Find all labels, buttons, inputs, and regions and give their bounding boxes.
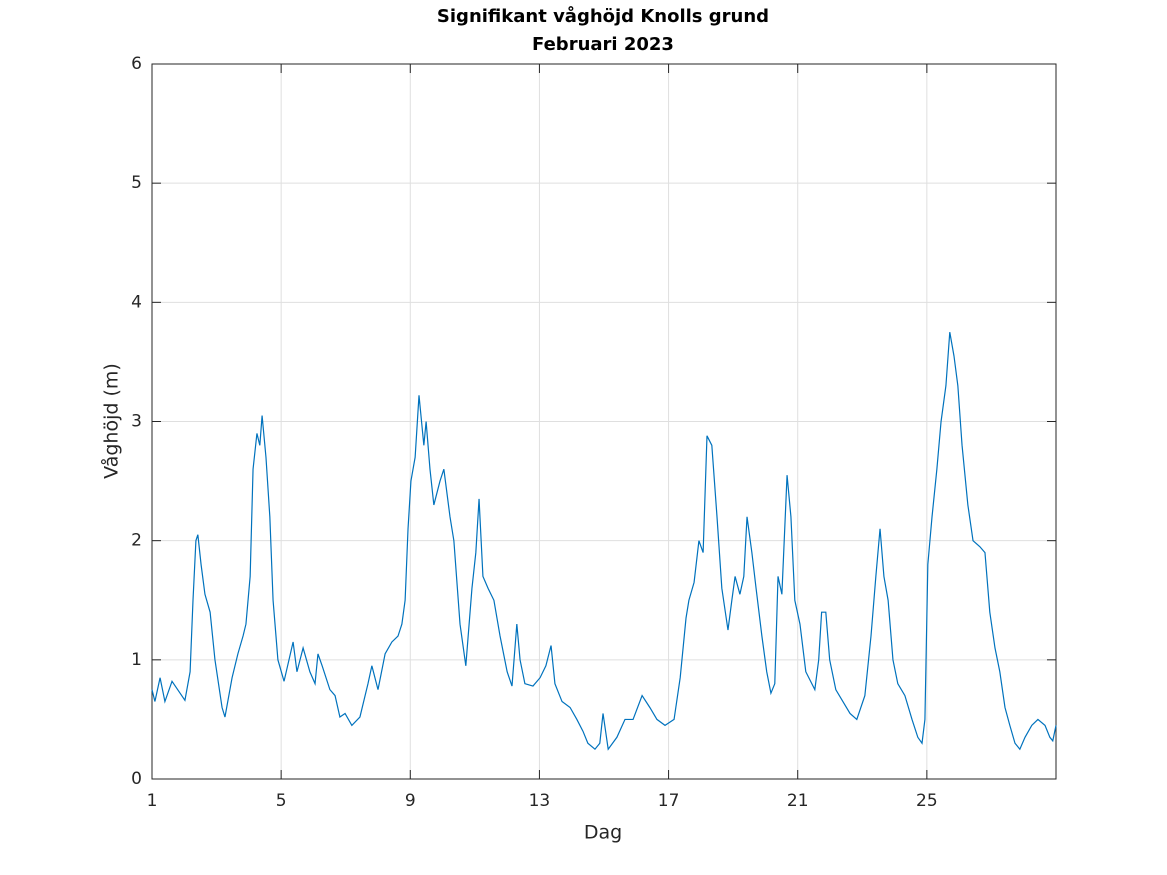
y-tick-label: 4 (131, 292, 142, 312)
x-axis-label: Dag (584, 822, 622, 844)
y-tick-label: 1 (131, 650, 142, 670)
chart-title: Signifikant våghöjd Knolls grund (437, 5, 769, 27)
y-tick-label: 2 (131, 531, 142, 551)
x-tick-label: 25 (916, 791, 938, 811)
x-tick-label: 1 (147, 791, 158, 811)
y-axis-label: Våghöjd (m) (100, 363, 123, 479)
data-line (151, 332, 1057, 751)
x-tick-label: 5 (276, 791, 287, 811)
y-tick-label: 6 (131, 54, 142, 74)
x-tick-label: 9 (405, 791, 416, 811)
x-tick-label: 21 (787, 791, 809, 811)
x-tick-label: 17 (658, 791, 680, 811)
plot-frame (151, 63, 1057, 780)
x-tick-label: 13 (529, 791, 551, 811)
chart-subtitle: Februari 2023 (532, 34, 674, 55)
y-tick-label: 3 (131, 412, 142, 432)
y-tick-label: 0 (131, 769, 142, 789)
y-tick-label: 5 (131, 173, 142, 193)
